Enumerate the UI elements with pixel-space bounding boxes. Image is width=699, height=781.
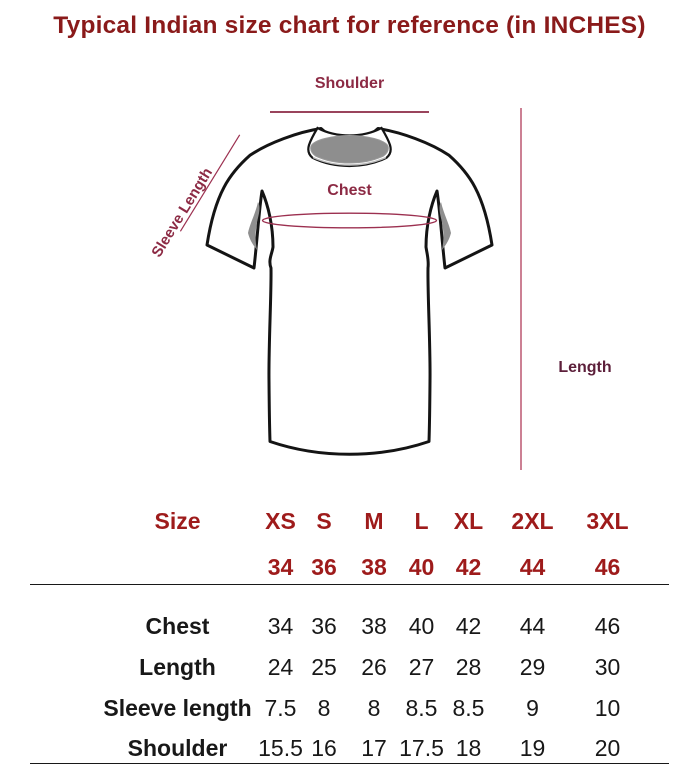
svg-text:Length: Length (558, 359, 611, 376)
svg-text:Sleeve Length: Sleeve Length (148, 165, 216, 261)
svg-text:Shoulder: Shoulder (315, 75, 384, 92)
svg-text:Chest: Chest (327, 182, 372, 199)
